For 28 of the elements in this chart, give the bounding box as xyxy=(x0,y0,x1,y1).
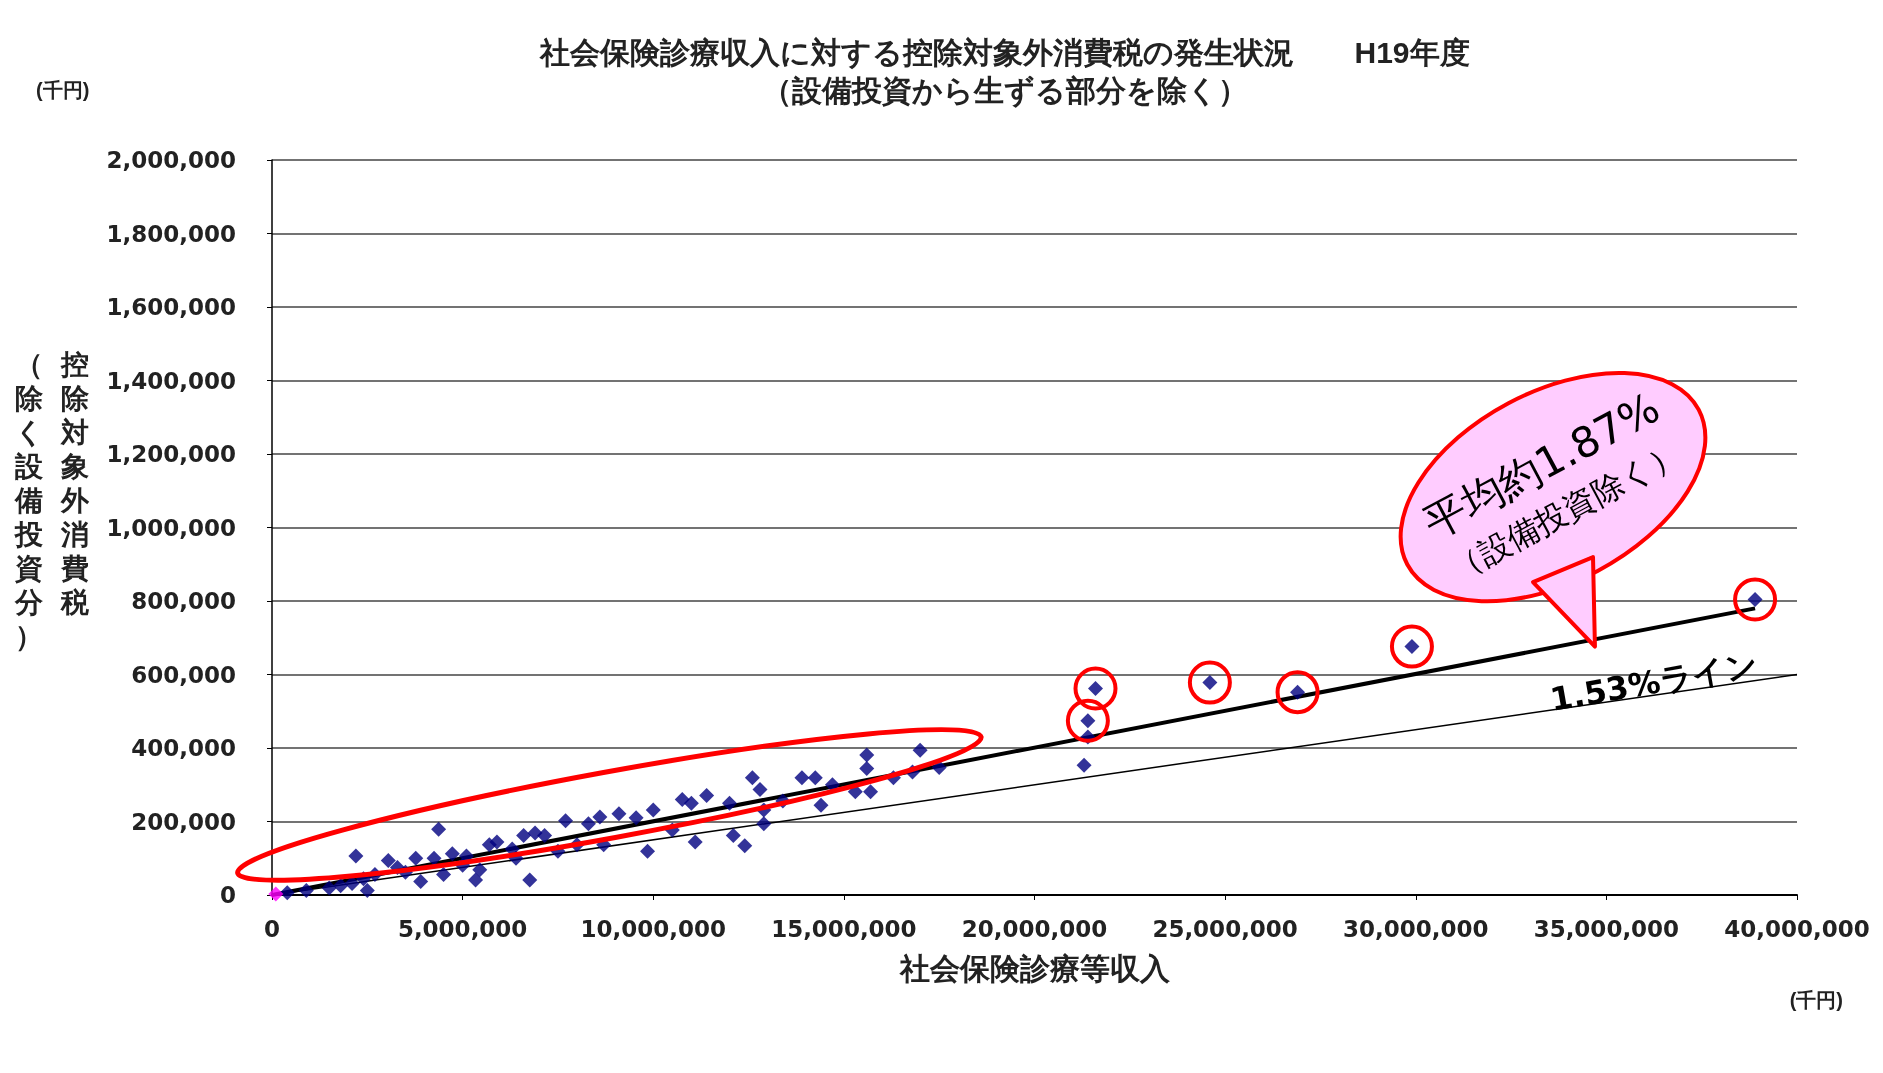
x-tick-label: 35,000,000 xyxy=(1533,915,1680,942)
y-tick-label: 1,800,000 xyxy=(106,220,236,247)
y-tick-label: 1,000,000 xyxy=(106,514,236,541)
x-tick-label: 0 xyxy=(263,915,281,942)
x-tick-label: 20,000,000 xyxy=(961,915,1108,942)
text: （除く設備投資分） xyxy=(14,348,44,653)
y-axis-title: 控除対象外消費税 xyxy=(59,348,90,620)
annotation: 1.53%ライン xyxy=(1547,645,1761,719)
y-tick-label: 1,600,000 xyxy=(106,294,236,320)
x-tick-label: 40,000,000 xyxy=(1724,915,1870,942)
y-tick-label: 600,000 xyxy=(131,661,236,688)
x-tick-label: 25,000,000 xyxy=(1152,915,1298,942)
y-tick-label: 1,200,000 xyxy=(106,441,236,467)
chart-title: 社会保険診療収入に対する控除対象外消費税の発生状況 H19年度 xyxy=(539,35,1470,70)
x-tick-label: 10,000,000 xyxy=(580,915,727,942)
y-tick-label: 800,000 xyxy=(131,588,236,614)
x-tick-label: 30,000,000 xyxy=(1342,915,1489,942)
x-axis-title: 社会保険診療等収入 xyxy=(898,951,1171,985)
x-tick-label: 5,000,000 xyxy=(397,915,528,942)
y-tick-label: 2,000,000 xyxy=(106,147,236,173)
y-tick-label: 200,000 xyxy=(131,808,236,835)
text: (千円) xyxy=(36,79,90,101)
y-tick-label: 1,400,000 xyxy=(106,367,236,394)
y-tick-label: 0 xyxy=(219,882,236,908)
text: (千円) xyxy=(1789,989,1844,1011)
chart-subtitle: （設備投資から生ずる部分を除く） xyxy=(762,73,1248,108)
y-tick-label: 400,000 xyxy=(131,735,236,761)
x-tick-label: 15,000,000 xyxy=(771,915,917,942)
